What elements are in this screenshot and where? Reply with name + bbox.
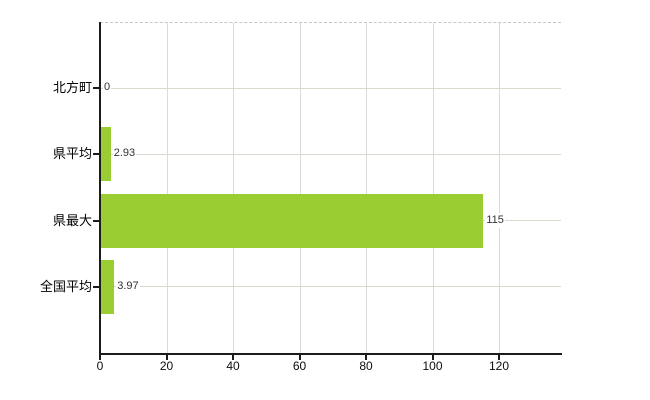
x-tick-mark xyxy=(165,353,168,360)
x-tick-label: 60 xyxy=(292,359,307,373)
y-tick-mark xyxy=(93,219,99,222)
x-tick-label: 20 xyxy=(159,359,174,373)
y-axis-line xyxy=(99,22,101,355)
horizontal-gridline xyxy=(101,153,561,155)
x-tick-label: 120 xyxy=(488,359,510,373)
plot-top-border xyxy=(100,22,561,23)
x-tick-mark xyxy=(431,353,434,360)
x-tick-label: 0 xyxy=(96,359,104,373)
x-tick-mark xyxy=(298,353,301,360)
bar xyxy=(101,193,484,248)
vertical-gridline xyxy=(299,23,301,353)
x-tick-label: 40 xyxy=(226,359,240,373)
x-axis-line xyxy=(99,353,562,355)
y-tick-mark xyxy=(93,285,99,288)
value-label: 115 xyxy=(485,212,505,228)
x-tick-label: 100 xyxy=(422,359,443,373)
x-tick-mark xyxy=(99,353,101,360)
category-label: 県平均 xyxy=(52,146,92,162)
category-label: 全国平均 xyxy=(39,278,92,294)
x-tick-mark xyxy=(232,353,234,360)
category-label: 北方町 xyxy=(52,80,92,96)
horizontal-gridline xyxy=(101,286,561,288)
category-label: 県最大 xyxy=(52,212,92,228)
value-label: 0 xyxy=(103,80,112,96)
vertical-gridline xyxy=(499,23,500,353)
x-tick-mark xyxy=(498,353,500,360)
x-tick-label: 80 xyxy=(359,359,373,373)
vertical-gridline xyxy=(166,23,168,353)
bar xyxy=(101,127,111,182)
value-label: 3.97 xyxy=(116,278,140,294)
vertical-gridline xyxy=(366,23,367,353)
y-tick-mark xyxy=(93,87,99,90)
y-tick-mark xyxy=(93,153,99,156)
vertical-gridline xyxy=(233,23,234,353)
x-tick-mark xyxy=(365,353,367,360)
bar xyxy=(101,259,115,314)
value-label: 2.93 xyxy=(112,146,137,162)
horizontal-gridline xyxy=(101,87,561,89)
vertical-gridline xyxy=(432,23,434,353)
